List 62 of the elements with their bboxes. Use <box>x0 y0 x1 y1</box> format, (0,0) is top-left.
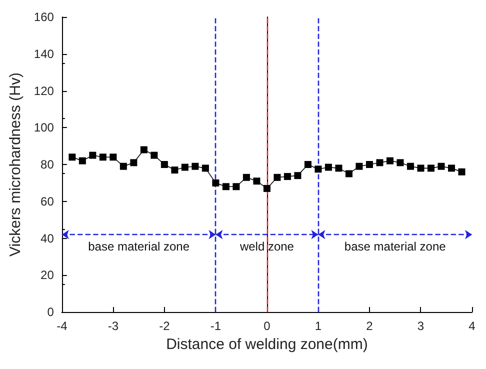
point <box>324 164 332 171</box>
y-tick-label: 100 <box>34 120 54 135</box>
point <box>335 164 342 172</box>
point <box>130 159 138 166</box>
point <box>263 184 270 192</box>
point <box>68 154 76 161</box>
x-tick-label: 3 <box>417 319 424 333</box>
point <box>386 157 394 164</box>
point <box>406 162 414 170</box>
point <box>294 172 302 180</box>
y-tick-label: 60 <box>40 194 54 208</box>
point <box>438 162 445 170</box>
point <box>458 168 466 176</box>
point <box>345 170 352 178</box>
y-tick-label: 160 <box>34 10 54 24</box>
point <box>314 166 322 173</box>
point <box>140 146 148 154</box>
annotation: base material zone <box>88 240 190 254</box>
point <box>417 164 424 172</box>
point <box>212 179 220 186</box>
y-tick-label: 0 <box>47 305 54 319</box>
y-tick-label: 80 <box>40 158 54 172</box>
x-axis-title: Distance of welding zone(mm) <box>166 336 368 353</box>
point <box>366 161 373 168</box>
point <box>160 161 168 168</box>
point <box>222 183 230 190</box>
x-tick-label: 1 <box>314 319 322 333</box>
x-tick-label: -2 <box>159 319 170 333</box>
point <box>89 152 96 159</box>
point <box>202 164 209 172</box>
point <box>99 154 106 161</box>
y-tick-label: 140 <box>34 46 54 61</box>
y-tick-label: 120 <box>34 84 54 98</box>
point <box>253 178 260 185</box>
point <box>78 157 86 164</box>
point <box>274 174 281 181</box>
point <box>242 174 250 181</box>
point <box>448 164 455 172</box>
point <box>396 159 404 166</box>
x-tick-label: -4 <box>56 319 68 333</box>
point <box>304 161 312 168</box>
point <box>181 164 188 171</box>
x-tick-label: -1 <box>210 319 222 333</box>
y-axis-title: Vickers microhardness (Hv) <box>7 72 24 256</box>
annotation: base material zone <box>344 240 446 254</box>
point <box>427 164 434 172</box>
point <box>192 162 199 170</box>
x-tick-label: 0 <box>264 319 271 333</box>
point <box>150 152 158 159</box>
point <box>120 162 127 170</box>
y-tick-label: 20 <box>40 268 54 282</box>
point <box>284 172 291 180</box>
point <box>110 154 117 161</box>
point <box>171 166 178 174</box>
point <box>356 162 363 170</box>
y-tick-label: 40 <box>40 231 54 246</box>
point <box>232 183 240 190</box>
annotation: weld zone <box>238 240 294 254</box>
x-tick-label: 2 <box>366 319 374 333</box>
point <box>376 159 384 166</box>
x-tick-label: 4 <box>468 319 476 333</box>
x-tick-label: -3 <box>108 319 119 333</box>
